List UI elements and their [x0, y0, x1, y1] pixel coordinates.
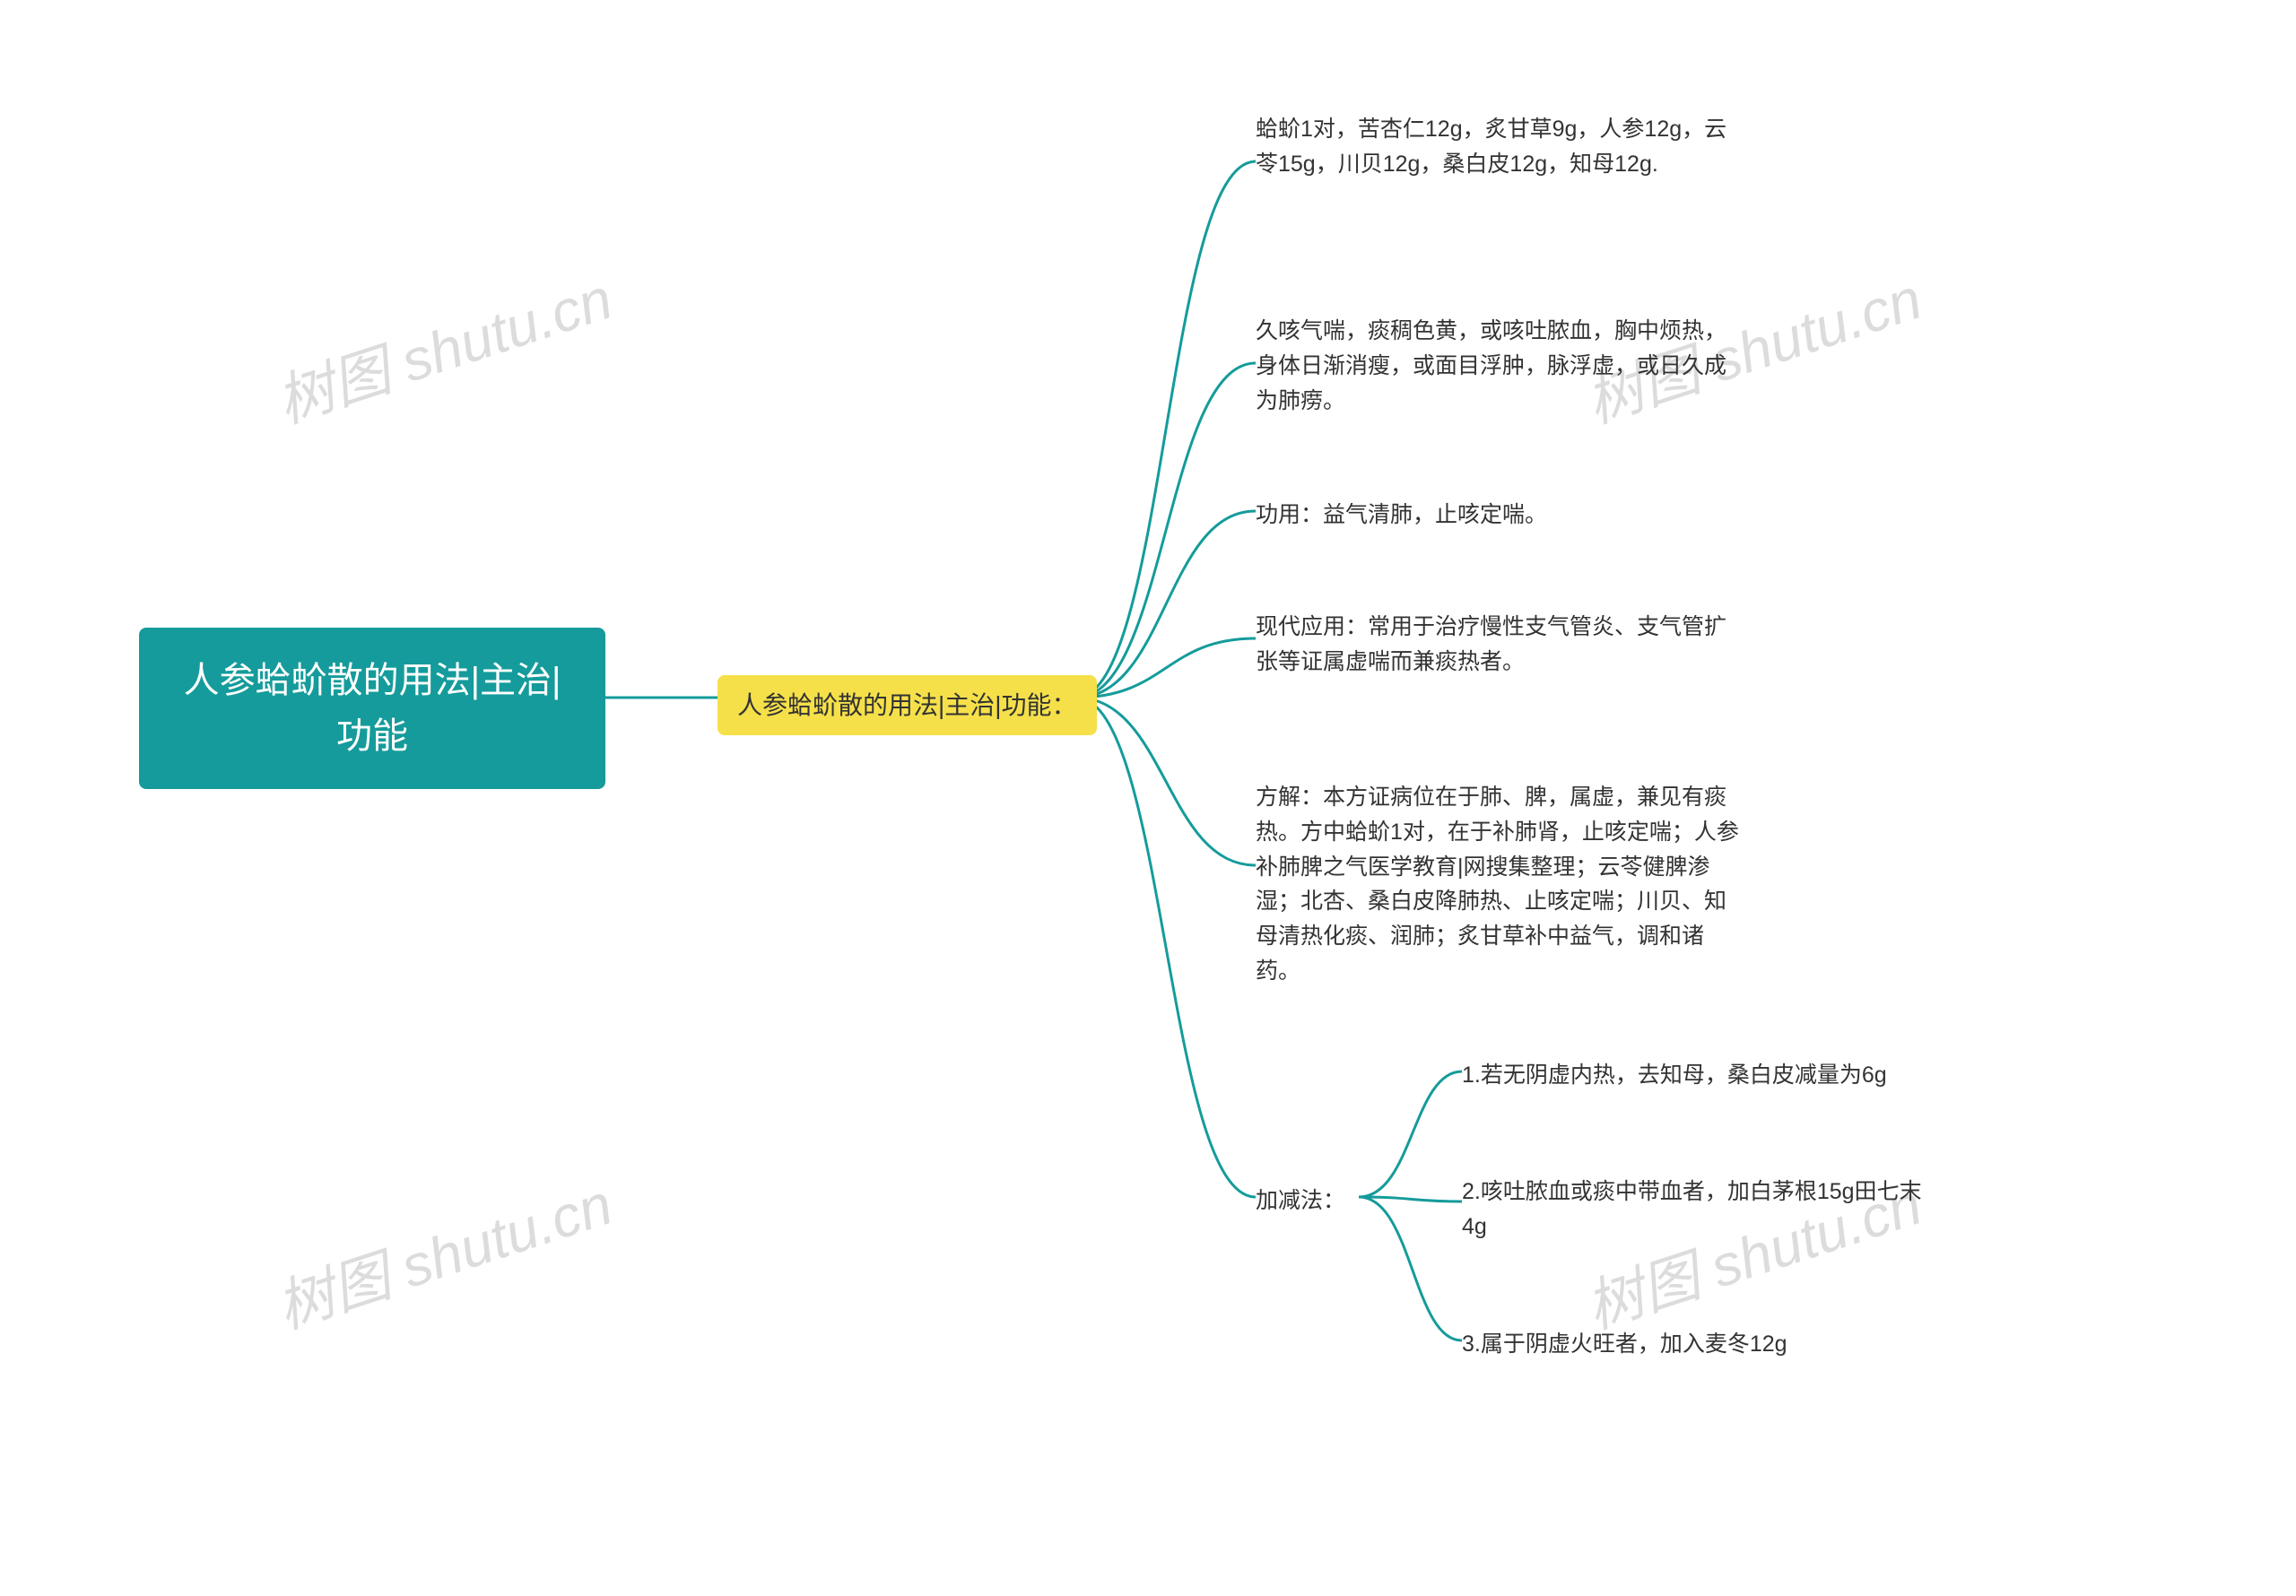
mindmap-leaf[interactable]: 蛤蚧1对，苦杏仁12g，炙甘草9g，人参12g，云苓15g，川贝12g，桑白皮1… — [1256, 112, 1740, 182]
mindmap-branch[interactable]: 人参蛤蚧散的用法|主治|功能： — [718, 675, 1097, 735]
mindmap-leaf[interactable]: 现代应用：常用于治疗慢性支气管炎、支气管扩张等证属虚喘而兼痰热者。 — [1256, 610, 1740, 680]
mindmap-connectors — [0, 0, 2296, 1596]
watermark: 树图 shutu.cn — [265, 1158, 621, 1344]
mindmap-subleaf[interactable]: 2.咳吐脓血或痰中带血者，加白茅根15g田七末4g — [1462, 1175, 1928, 1245]
mindmap-root[interactable]: 人参蛤蚧散的用法|主治|功能 — [139, 628, 605, 789]
mindmap-leaf[interactable]: 加减法： — [1256, 1184, 1363, 1219]
mindmap-leaf[interactable]: 方解：本方证病位在于肺、脾，属虚，兼见有痰热。方中蛤蚧1对，在于补肺肾，止咳定喘… — [1256, 780, 1740, 989]
mindmap-leaf[interactable]: 功用：益气清肺，止咳定喘。 — [1256, 498, 1740, 533]
mindmap-leaf[interactable]: 久咳气喘，痰稠色黄，或咳吐脓血，胸中烦热，身体日渐消瘦，或面目浮肿，脉浮虚，或日… — [1256, 314, 1740, 418]
mindmap-subleaf[interactable]: 1.若无阴虚内热，去知母，桑白皮减量为6g — [1462, 1058, 1928, 1093]
watermark: 树图 shutu.cn — [265, 253, 621, 438]
mindmap-subleaf[interactable]: 3.属于阴虚火旺者，加入麦冬12g — [1462, 1327, 1928, 1362]
